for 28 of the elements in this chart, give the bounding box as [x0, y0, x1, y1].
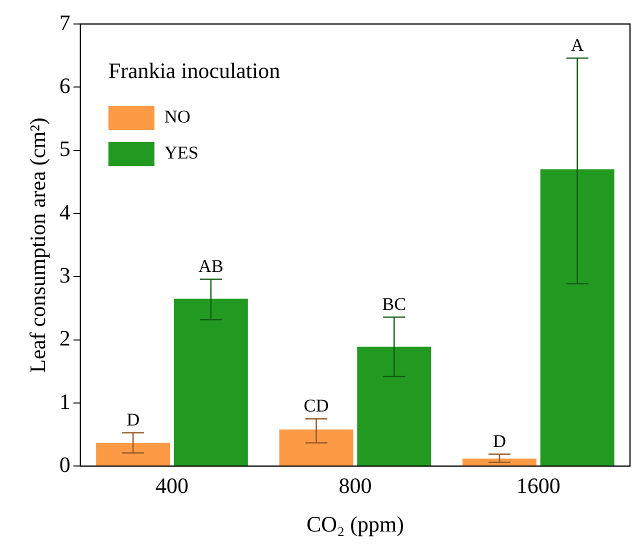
- legend-title: Frankia inoculation: [108, 58, 280, 83]
- y-tick-label: 3: [59, 262, 70, 288]
- legend-label: NO: [164, 106, 190, 127]
- x-axis-title: CO₂ (ppm): [306, 512, 404, 537]
- y-tick-label: 0: [59, 452, 70, 477]
- y-axis-title: Leaf consumption area (cm²): [24, 118, 50, 373]
- annotation: BC: [382, 294, 406, 314]
- bar: [462, 458, 536, 466]
- annotation: AB: [198, 256, 224, 276]
- x-tick-label: 1600: [516, 473, 560, 498]
- y-tick-label: 1: [59, 388, 70, 414]
- y-tick-label: 2: [59, 326, 70, 351]
- bar: [174, 298, 248, 466]
- annotation: D: [126, 409, 140, 430]
- y-tick-label: 6: [59, 72, 70, 98]
- x-tick-label: 800: [338, 473, 372, 498]
- bar: [279, 430, 354, 466]
- annotation: D: [492, 430, 506, 451]
- annotation: CD: [304, 396, 329, 416]
- bar: [357, 346, 432, 466]
- x-tick-label: 400: [156, 473, 188, 498]
- y-tick-label: 7: [59, 10, 70, 35]
- legend-label: YES: [164, 142, 198, 163]
- y-tick-label: 5: [59, 136, 70, 162]
- y-tick-label: 4: [59, 199, 70, 224]
- annotation: A: [570, 34, 584, 55]
- bar: [540, 169, 614, 466]
- bar: [96, 442, 170, 466]
